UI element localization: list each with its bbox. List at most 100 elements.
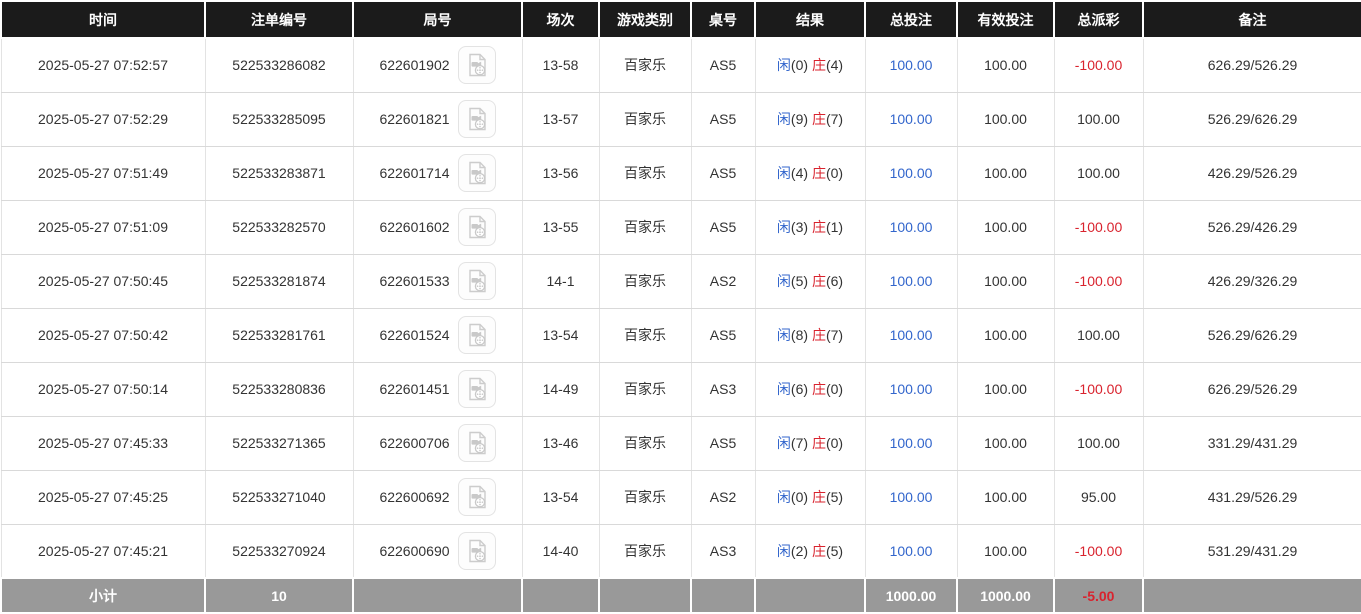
- round-cell: 622600706: [352, 415, 523, 471]
- banker-result-label: 庄: [811, 435, 826, 451]
- total-bet-link[interactable]: 100.00: [889, 489, 933, 505]
- banker-result-count: (7): [825, 111, 844, 127]
- video-replay-button[interactable]: [457, 46, 496, 85]
- total-bet-link[interactable]: 100.00: [889, 542, 933, 559]
- video-replay-button[interactable]: [457, 208, 496, 246]
- valid-bet-cell: 100.00: [956, 415, 1055, 471]
- total-bet-link[interactable]: 100.00: [889, 435, 933, 451]
- time-cell: 2025-05-27 07:52:29: [0, 91, 206, 147]
- round-number: 622601714: [379, 165, 450, 181]
- subtotal-total-bet: 1000.00: [864, 577, 958, 614]
- player-result-count: (5): [790, 273, 809, 289]
- round-number: 622601524: [379, 327, 450, 343]
- col-header-time: 时间: [0, 0, 206, 39]
- session-cell: 14-1: [521, 253, 600, 309]
- session-cell: 13-54: [521, 307, 600, 363]
- player-result-label: 闲: [776, 381, 791, 397]
- video-file-icon: [468, 215, 486, 239]
- valid-bet-cell: 100.00: [956, 37, 1055, 93]
- session-cell: 13-55: [521, 199, 600, 255]
- banker-result-count: (5): [825, 542, 844, 559]
- total-bet-link[interactable]: 100.00: [889, 381, 933, 397]
- player-result-count: (4): [790, 165, 809, 181]
- remark-cell: 626.29/526.29: [1142, 37, 1361, 93]
- video-replay-button[interactable]: [457, 424, 496, 462]
- result-cell: 闲(5) 庄(6): [754, 253, 866, 309]
- table-row: 2025-05-27 07:50:14 522533280836 6226014…: [0, 361, 1361, 417]
- result-cell: 闲(8) 庄(7): [754, 307, 866, 363]
- result-cell: 闲(4) 庄(0): [754, 145, 866, 201]
- video-replay-button[interactable]: [457, 478, 496, 516]
- session-cell: 13-57: [521, 91, 600, 147]
- table-no-cell: AS5: [690, 37, 756, 93]
- total-bet-cell: 100.00: [864, 253, 958, 309]
- col-header-session: 场次: [521, 0, 600, 39]
- bet-id-cell: 522533281761: [204, 307, 354, 363]
- bet-id-cell: 522533271040: [204, 469, 354, 525]
- banker-result-count: (5): [825, 489, 844, 505]
- table-no-cell: AS3: [690, 361, 756, 417]
- result-cell: 闲(9) 庄(7): [754, 91, 866, 147]
- table-row: 2025-05-27 07:51:09 522533282570 6226016…: [0, 199, 1361, 255]
- player-result-count: (9): [790, 111, 809, 127]
- total-bet-link[interactable]: 100.00: [889, 57, 933, 74]
- col-header-bet-id: 注单编号: [204, 0, 354, 39]
- payout-cell: -100.00: [1053, 199, 1144, 255]
- banker-result-count: (7): [825, 327, 844, 343]
- game-type-cell: 百家乐: [598, 91, 692, 147]
- game-type-cell: 百家乐: [598, 145, 692, 201]
- video-replay-button[interactable]: [457, 262, 496, 300]
- subtotal-row: 小计 10 1000.00 1000.00 -5.00: [0, 577, 1361, 614]
- table-no-cell: AS3: [690, 523, 756, 579]
- video-file-icon: [468, 269, 486, 293]
- video-replay-button[interactable]: [457, 154, 496, 192]
- total-bet-link[interactable]: 100.00: [889, 219, 933, 235]
- table-row: 2025-05-27 07:50:42 522533281761 6226015…: [0, 307, 1361, 363]
- banker-result-label: 庄: [811, 327, 826, 343]
- round-number: 622601533: [379, 273, 450, 289]
- total-bet-link[interactable]: 100.00: [889, 327, 933, 343]
- valid-bet-cell: 100.00: [956, 361, 1055, 417]
- player-result-label: 闲: [776, 57, 791, 74]
- round-number: 622601602: [379, 219, 450, 235]
- video-replay-button[interactable]: [457, 531, 496, 570]
- game-type-cell: 百家乐: [598, 361, 692, 417]
- video-replay-button[interactable]: [457, 316, 496, 354]
- valid-bet-cell: 100.00: [956, 523, 1055, 579]
- session-cell: 13-54: [521, 469, 600, 525]
- bet-id-cell: 522533285095: [204, 91, 354, 147]
- banker-result-count: (0): [825, 435, 844, 451]
- banker-result-count: (6): [825, 273, 844, 289]
- payout-cell: 100.00: [1053, 91, 1144, 147]
- result-cell: 闲(6) 庄(0): [754, 361, 866, 417]
- video-file-icon: [468, 431, 486, 455]
- col-header-payout: 总派彩: [1053, 0, 1144, 39]
- banker-result-label: 庄: [811, 165, 826, 181]
- table-row: 2025-05-27 07:50:45 522533281874 6226015…: [0, 253, 1361, 309]
- table-no-cell: AS5: [690, 199, 756, 255]
- col-header-round: 局号: [352, 0, 523, 39]
- table-no-cell: AS5: [690, 415, 756, 471]
- time-cell: 2025-05-27 07:45:33: [0, 415, 206, 471]
- game-type-cell: 百家乐: [598, 415, 692, 471]
- round-number: 622601821: [379, 111, 450, 127]
- total-bet-cell: 100.00: [864, 469, 958, 525]
- banker-result-count: (0): [825, 165, 844, 181]
- video-replay-button[interactable]: [457, 370, 496, 408]
- time-cell: 2025-05-27 07:51:49: [0, 145, 206, 201]
- valid-bet-cell: 100.00: [956, 145, 1055, 201]
- video-replay-button[interactable]: [457, 100, 496, 138]
- total-bet-link[interactable]: 100.00: [889, 273, 933, 289]
- table-row: 2025-05-27 07:45:25 522533271040 6226006…: [0, 469, 1361, 525]
- total-bet-cell: 100.00: [864, 145, 958, 201]
- player-result-count: (2): [790, 542, 809, 559]
- total-bet-link[interactable]: 100.00: [889, 165, 933, 181]
- total-bet-link[interactable]: 100.00: [889, 111, 933, 127]
- time-cell: 2025-05-27 07:45:25: [0, 469, 206, 525]
- session-cell: 13-56: [521, 145, 600, 201]
- game-type-cell: 百家乐: [598, 199, 692, 255]
- payout-cell: -100.00: [1053, 37, 1144, 93]
- banker-result-count: (4): [825, 57, 844, 74]
- payout-cell: -100.00: [1053, 253, 1144, 309]
